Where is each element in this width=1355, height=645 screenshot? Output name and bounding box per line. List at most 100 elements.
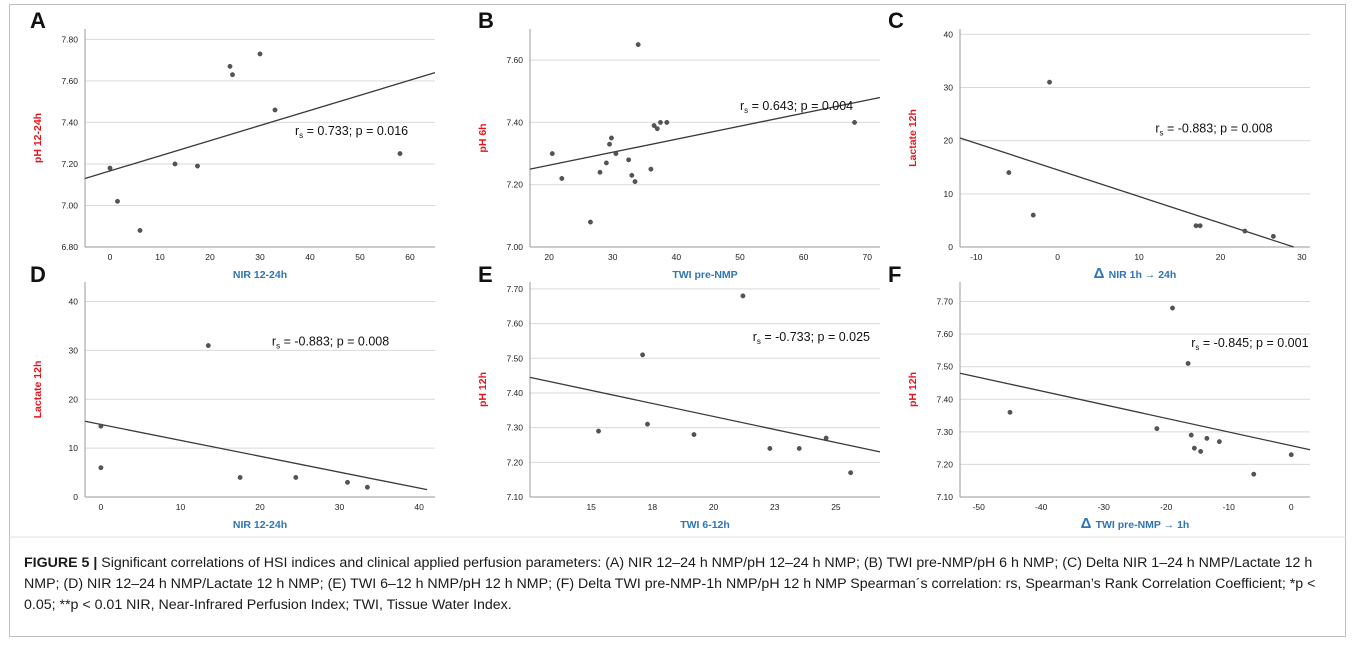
data-point — [823, 435, 829, 441]
x-tick-label: 0 — [1055, 252, 1060, 262]
chart-panel-a: A 6.80 7.00 7.20 7.40 7.60 7.80 0 10 20 30 40 50 60 rs… — [30, 8, 436, 281]
correlation-annotation: rs = 0.733; p = 0.016 — [295, 124, 408, 140]
data-point — [658, 120, 663, 125]
x-tick-label: 23 — [770, 502, 780, 512]
data-point — [852, 120, 857, 125]
x-tick-label: -10 — [1223, 502, 1236, 512]
data-point — [1288, 452, 1294, 458]
data-point — [230, 72, 235, 78]
x-tick-label: 30 — [255, 252, 265, 262]
y-tick-label: 30 — [69, 345, 79, 355]
panel-letter: A — [30, 8, 46, 33]
y-tick-label: 0 — [948, 242, 953, 252]
data-point — [651, 123, 657, 128]
data-point — [609, 135, 614, 141]
x-axis-label: TWI pre-NMP — [672, 269, 737, 281]
x-tick-label: -50 — [973, 502, 986, 512]
y-tick-label: 7.50 — [506, 353, 523, 363]
y-tick-label: 7.60 — [506, 55, 523, 65]
x-tick-label: 0 — [1289, 502, 1294, 512]
y-axis-label: Lactate 12h — [32, 361, 44, 419]
caption-body: Significant correlations of HSI indices … — [24, 555, 1316, 613]
data-point — [626, 157, 632, 163]
y-tick-label: 7.40 — [936, 394, 953, 404]
y-tick-label: 7.70 — [506, 284, 523, 294]
y-axis-label: pH 12h — [907, 372, 919, 407]
data-point — [293, 475, 299, 480]
y-tick-label: 7.20 — [936, 459, 953, 469]
data-point — [1204, 435, 1210, 441]
panel-letter: E — [478, 262, 493, 287]
y-tick-label: 7.20 — [506, 180, 523, 190]
data-point — [272, 107, 278, 113]
x-tick-label: 0 — [99, 502, 104, 512]
figure-panels: A 6.80 7.00 7.20 7.40 7.60 7.80 0 10 20 30 40 50 60 rs… — [9, 8, 1346, 538]
data-point — [172, 161, 178, 167]
x-tick-label: 40 — [672, 252, 682, 262]
y-axis-label: pH 12-24h — [32, 113, 44, 163]
chart-panel-e: E 7.10 7.20 7.30 7.40 7.50 7.60 7.70 15 18 20 23 25 r… — [477, 262, 881, 531]
x-tick-label: 15 — [586, 502, 596, 512]
x-tick-label: 0 — [108, 252, 113, 262]
data-point — [629, 172, 635, 178]
data-point — [1191, 445, 1197, 451]
data-point — [1198, 448, 1204, 454]
data-point — [98, 423, 104, 429]
x-tick-label: 30 — [335, 502, 345, 512]
chart-panel-d: D 0 10 20 30 40 0 10 20 30 40 rs = -0.883; p = 0.00… — [30, 262, 435, 531]
panel-letter: D — [30, 262, 46, 287]
y-tick-label: 7.40 — [506, 117, 523, 127]
y-tick-label: 7.70 — [936, 297, 953, 307]
x-tick-label: 20 — [709, 502, 719, 512]
x-tick-label: 10 — [155, 252, 165, 262]
correlation-annotation: rs = -0.845; p = 0.001 — [1191, 336, 1308, 352]
y-tick-label: 40 — [69, 297, 79, 307]
data-point — [607, 141, 612, 147]
x-tick-label: 50 — [735, 252, 745, 262]
x-tick-label: 50 — [355, 252, 365, 262]
x-axis-label: Δ TWI pre-NMP → 1h — [1081, 515, 1190, 532]
data-point — [1193, 223, 1199, 229]
regression-line — [959, 372, 1311, 451]
data-point — [613, 151, 619, 156]
data-point — [664, 120, 670, 125]
y-axis-label: Lactate 12h — [907, 109, 919, 167]
panel-letter: B — [478, 8, 494, 33]
data-point — [1030, 212, 1036, 218]
data-point — [1216, 439, 1222, 445]
y-tick-label: 7.80 — [61, 34, 78, 44]
y-tick-label: 10 — [69, 443, 79, 453]
y-tick-label: 7.60 — [936, 329, 953, 339]
y-tick-label: 7.60 — [61, 76, 78, 86]
correlation-annotation: rs = -0.733; p = 0.025 — [753, 330, 870, 346]
chart-panel-b: B 7.00 7.20 7.40 7.60 20 30 40 50 60 70 rs = 0.643;… — [477, 8, 881, 281]
y-tick-label: 7.40 — [61, 117, 78, 127]
x-tick-label: 20 — [255, 502, 265, 512]
data-point — [1047, 79, 1052, 85]
y-tick-label: 7.00 — [506, 242, 523, 252]
x-axis-label: TWI 6-12h — [680, 519, 730, 531]
data-point — [227, 63, 233, 69]
x-tick-label: 20 — [205, 252, 215, 262]
y-tick-label: 7.60 — [506, 319, 523, 329]
data-point — [1188, 432, 1194, 438]
y-tick-label: 10 — [944, 189, 954, 199]
data-point — [796, 446, 802, 451]
data-point — [205, 343, 211, 348]
regression-line — [529, 376, 881, 453]
data-point — [603, 160, 609, 166]
x-tick-label: -40 — [1035, 502, 1048, 512]
data-point — [596, 428, 601, 434]
data-point — [98, 465, 104, 471]
y-tick-label: 20 — [944, 136, 954, 146]
data-point — [1251, 471, 1257, 477]
chart-panel-c: C 0 10 20 30 40 -10 0 10 20 30 rs = -0.883; p = 0.0… — [888, 8, 1310, 282]
chart-panel-f: F 7.10 7.20 7.30 7.40 7.50 7.60 7.70 -50 -40 -30 -2… — [888, 262, 1311, 532]
data-point — [691, 432, 697, 437]
data-point — [1270, 233, 1276, 239]
data-point — [137, 227, 143, 233]
data-point — [1197, 223, 1203, 229]
data-point — [107, 165, 113, 171]
x-tick-label: 10 — [176, 502, 186, 512]
data-point — [588, 219, 593, 225]
